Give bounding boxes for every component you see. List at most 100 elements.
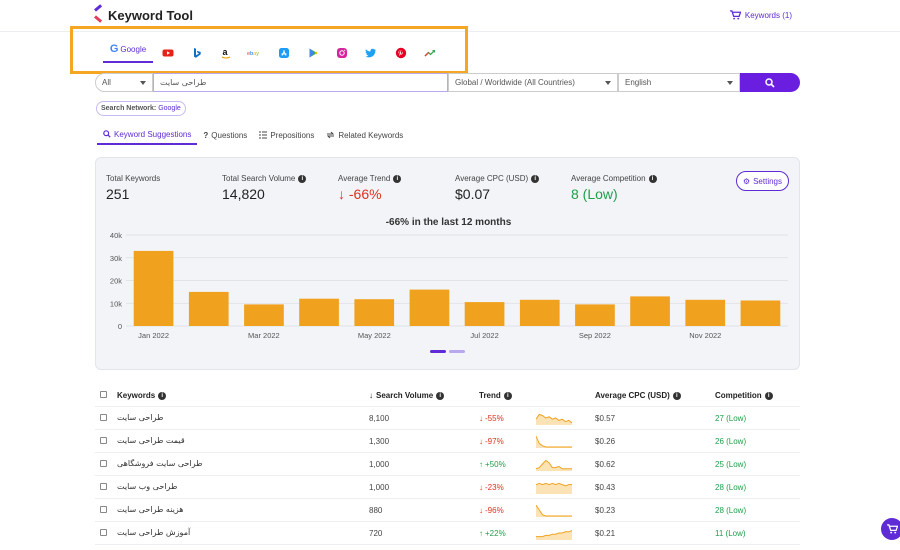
chart-bar[interactable] bbox=[299, 298, 339, 326]
row-checkbox[interactable] bbox=[100, 529, 107, 536]
keyword-cell[interactable]: طراحی سایت bbox=[117, 413, 164, 422]
header-label: Competition bbox=[715, 391, 762, 400]
info-icon[interactable]: i bbox=[503, 391, 512, 400]
keyword-cell[interactable]: هزینه طراحی سایت bbox=[117, 505, 184, 514]
sparkline-line bbox=[536, 504, 572, 517]
table-row[interactable]: طراحی سایت 8,100 ↓ -55% $0.57 27 (Low) bbox=[95, 407, 800, 430]
tab-prepositions[interactable]: Prepositions bbox=[253, 125, 320, 145]
sort-arrow-icon: ↓ bbox=[369, 391, 373, 400]
select-all-checkbox[interactable] bbox=[100, 391, 107, 398]
table-row[interactable]: طراحی سایت فروشگاهی 1,000 ↑ +50% $0.62 25 (Lo… bbox=[95, 453, 800, 476]
y-tick-label: 30k bbox=[110, 254, 122, 263]
stat-total-keywords: Total Keywords 251 bbox=[106, 174, 160, 202]
list-icon bbox=[259, 131, 268, 139]
source-tab-instagram[interactable] bbox=[334, 43, 350, 63]
keyword-cell[interactable]: طراحی وب سایت bbox=[117, 482, 178, 491]
instagram-icon bbox=[337, 48, 347, 58]
keyword-cell[interactable]: آموزش طراحی سایت bbox=[117, 528, 191, 537]
table-row[interactable]: آموزش طراحی سایت 720 ↑ +22% $0.21 11 (Low) bbox=[95, 522, 800, 545]
source-tab-trends[interactable] bbox=[422, 43, 438, 63]
pager-dot[interactable] bbox=[449, 350, 465, 353]
source-tab-bing[interactable] bbox=[189, 43, 205, 63]
info-icon[interactable]: i bbox=[298, 174, 307, 183]
chart-bar[interactable] bbox=[133, 250, 174, 326]
tab-keyword-suggestions[interactable]: Keyword Suggestions bbox=[97, 125, 198, 145]
info-icon[interactable]: i bbox=[393, 174, 402, 183]
header-label: Keywords bbox=[117, 391, 156, 400]
chart-bar[interactable] bbox=[354, 299, 395, 326]
info-icon[interactable]: i bbox=[158, 391, 167, 400]
tab-related-keywords[interactable]: Related Keywords bbox=[320, 125, 409, 145]
row-checkbox[interactable] bbox=[100, 437, 107, 444]
source-tab-twitter[interactable] bbox=[363, 43, 379, 63]
keyword-cell[interactable]: طراحی سایت فروشگاهی bbox=[117, 459, 203, 468]
chart-bar[interactable] bbox=[630, 296, 670, 326]
stat-value: 8 (Low) bbox=[571, 186, 618, 202]
trend-value: +50% bbox=[485, 460, 506, 469]
search-type-select[interactable]: All bbox=[95, 73, 153, 92]
chart-bar[interactable] bbox=[575, 304, 615, 326]
settings-button[interactable]: ⚙ Settings bbox=[735, 171, 789, 191]
tab-questions[interactable]: ? Questions bbox=[197, 125, 253, 145]
language-select[interactable]: English bbox=[618, 73, 740, 92]
table-row[interactable]: قیمت طراحی سایت 1,300 ↓ -97% $0.26 26 (Low) bbox=[95, 430, 800, 453]
header-competition[interactable]: Competition i bbox=[715, 391, 773, 400]
chart-bar[interactable] bbox=[685, 299, 726, 326]
amazon-icon: a bbox=[221, 47, 231, 59]
source-tab-app-store[interactable] bbox=[276, 43, 292, 63]
cart-icon bbox=[729, 10, 741, 20]
row-checkbox[interactable] bbox=[100, 460, 107, 467]
chart-bar[interactable] bbox=[464, 302, 505, 326]
chart-bar[interactable] bbox=[244, 304, 284, 326]
row-checkbox[interactable] bbox=[100, 483, 107, 490]
search-button[interactable] bbox=[740, 73, 800, 92]
table-row[interactable]: طراحی وب سایت 1,000 ↓ -23% $0.43 28 (Low) bbox=[95, 476, 800, 499]
header-trend[interactable]: Trend i bbox=[479, 391, 512, 400]
chevron-down-icon bbox=[605, 81, 611, 85]
header-search-volume[interactable]: ↓ Search Volume i bbox=[369, 391, 445, 400]
chart-bar[interactable] bbox=[740, 300, 781, 327]
location-select[interactable]: Global / Worldwide (All Countries) bbox=[448, 73, 618, 92]
row-checkbox[interactable] bbox=[100, 506, 107, 513]
source-tab-ebay[interactable]: ebay bbox=[246, 43, 264, 63]
source-tab-youtube[interactable] bbox=[160, 43, 176, 63]
youtube-icon bbox=[162, 49, 174, 57]
x-tick-label: Jan 2022 bbox=[138, 331, 169, 340]
stat-value: 251 bbox=[106, 186, 130, 202]
trend-cell: ↓ -55% bbox=[479, 414, 504, 423]
info-icon[interactable]: i bbox=[672, 391, 681, 400]
trend-value: +22% bbox=[485, 529, 506, 538]
trend-cell: ↓ -96% bbox=[479, 506, 504, 515]
competition-cell: 11 (Low) bbox=[715, 529, 746, 538]
chart-bar[interactable] bbox=[188, 291, 229, 326]
pager-dot-active[interactable] bbox=[430, 350, 446, 353]
info-icon[interactable]: i bbox=[436, 391, 445, 400]
cpc-cell: $0.62 bbox=[595, 460, 616, 469]
keyword-cell[interactable]: قیمت طراحی سایت bbox=[117, 436, 185, 445]
app-logo[interactable]: Keyword Tool bbox=[95, 8, 193, 23]
y-tick-label: 40k bbox=[110, 231, 122, 240]
source-tab-google[interactable]: G Google bbox=[103, 41, 153, 63]
header-keywords[interactable]: Keywords i bbox=[117, 391, 167, 400]
header-average-cpc[interactable]: Average CPC (USD) i bbox=[595, 391, 681, 400]
header-label: Average CPC (USD) bbox=[595, 391, 670, 400]
chat-widget-button[interactable] bbox=[881, 518, 900, 540]
chart-pager bbox=[430, 350, 465, 353]
search-network-badge[interactable]: Search Network: Google bbox=[96, 101, 186, 116]
source-tab-pinterest[interactable] bbox=[393, 43, 409, 63]
trend-value: -96% bbox=[485, 506, 504, 515]
keyword-search-input[interactable]: طراحی سایت bbox=[153, 73, 448, 92]
info-icon[interactable]: i bbox=[531, 174, 540, 183]
info-icon[interactable]: i bbox=[764, 391, 773, 400]
arrow-down-icon: ↓ bbox=[479, 437, 483, 446]
table-row[interactable]: هزینه طراحی سایت 880 ↓ -96% $0.23 28 (Low) bbox=[95, 499, 800, 522]
source-tab-amazon[interactable]: a bbox=[218, 43, 234, 63]
row-checkbox[interactable] bbox=[100, 414, 107, 421]
search-icon bbox=[103, 130, 111, 138]
chart-bar[interactable] bbox=[409, 289, 450, 326]
info-icon[interactable]: i bbox=[648, 174, 657, 183]
keywords-cart-link[interactable]: Keywords (1) bbox=[729, 10, 792, 20]
source-tab-play-store[interactable] bbox=[305, 43, 321, 63]
trend-sparkline bbox=[536, 482, 572, 494]
chart-bar[interactable] bbox=[519, 299, 560, 326]
